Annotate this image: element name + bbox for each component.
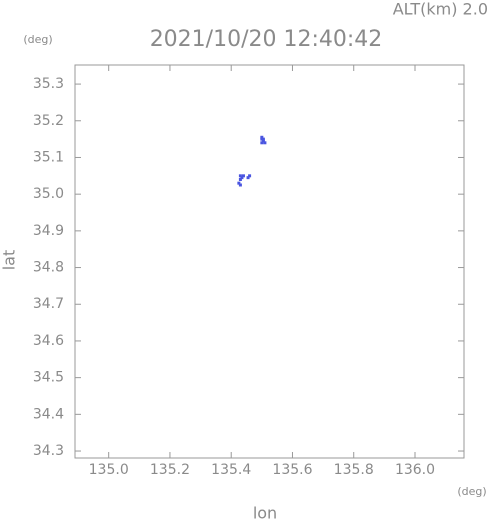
y-tick-label: 34.4 [33,406,64,422]
data-point [238,177,242,181]
y-tick-label: 34.9 [33,223,64,239]
data-point [260,137,264,141]
x-unit: (deg) [457,485,486,498]
y-axis-label: lat [0,250,19,271]
data-point [246,176,250,180]
x-tick-label: 135.0 [89,462,129,478]
x-tick-label: 135.4 [211,462,251,478]
data-point [238,183,242,187]
y-tick-label: 34.6 [33,333,64,349]
data-point [261,137,265,141]
y-tick-label: 34.7 [33,296,64,312]
data-point [237,181,241,185]
x-tick-label: 136.0 [395,462,435,478]
data-point [241,174,245,178]
x-tick-label: 135.6 [272,462,312,478]
y-tick-label: 35.0 [33,186,64,202]
y-tick-label: 35.1 [33,149,64,165]
y-tick-label: 35.2 [33,113,64,129]
chart-title: 2021/10/20 12:40:42 [150,27,383,52]
y-tick-label: 34.3 [33,443,64,459]
data-point [263,141,267,145]
x-tick-label: 135.2 [150,462,190,478]
y-tick-label: 34.8 [33,260,64,276]
data-point [238,174,242,178]
y-tick-label: 35.3 [33,76,64,92]
x-tick-label: 135.8 [334,462,374,478]
data-point [260,141,264,145]
data-point [248,174,252,178]
altitude-annotation: ALT(km) 2.0 [393,0,488,19]
data-point [240,176,244,180]
y-unit: (deg) [23,33,52,46]
data-point [261,139,265,143]
x-axis-label: lon [253,504,277,521]
plot-frame [74,64,465,459]
data-point [260,135,264,139]
y-tick-label: 34.5 [33,370,64,386]
